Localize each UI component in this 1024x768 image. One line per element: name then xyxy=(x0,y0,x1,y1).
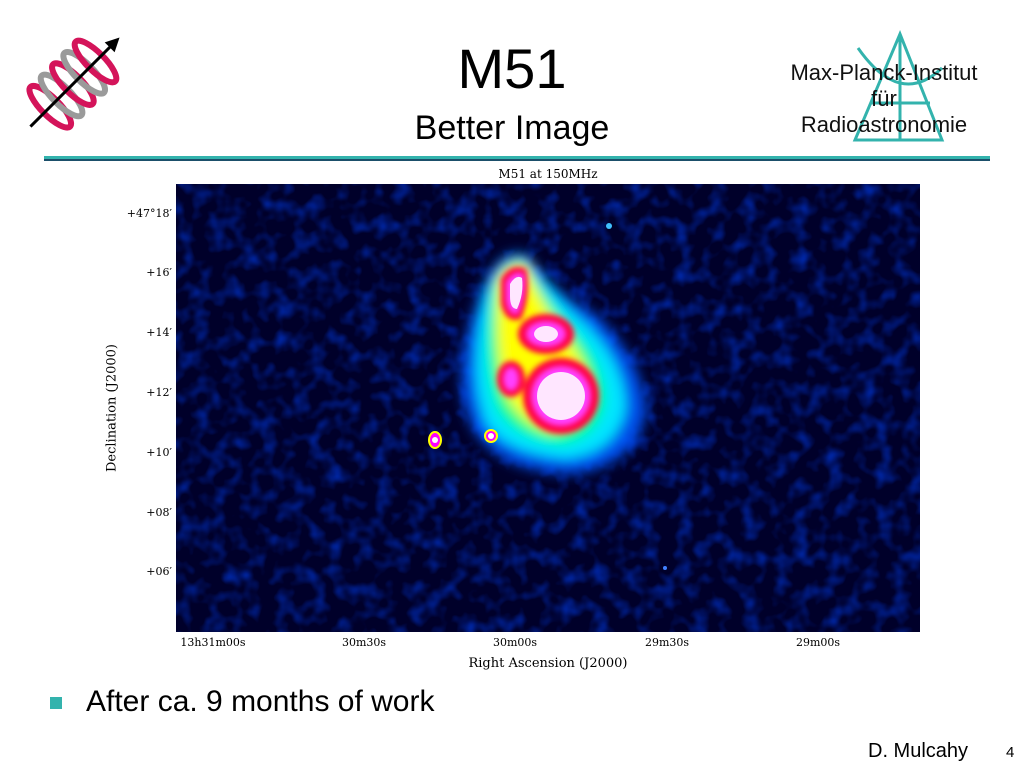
x-tick-label: 29m30s xyxy=(644,636,690,649)
title-divider xyxy=(44,156,990,159)
x-tick-label: 30m00s xyxy=(492,636,538,649)
y-tick-label: +10′ xyxy=(146,446,172,459)
y-axis-label: Declination (J2000) xyxy=(104,344,120,472)
institute-line1: Max-Planck-Institut xyxy=(790,60,978,85)
plot-title: M51 at 150MHz xyxy=(498,167,598,181)
institute-line2: für xyxy=(871,86,897,111)
bullet-text: After ca. 9 months of work xyxy=(86,685,435,718)
institute-name: Max-Planck-Institut für Radioastronomie xyxy=(760,60,1008,138)
x-tick-label: 29m00s xyxy=(795,636,841,649)
y-tick-label: +47°18′ xyxy=(126,207,172,220)
y-tick-label: +08′ xyxy=(146,506,172,519)
helix-arrow-logo-icon xyxy=(26,37,120,131)
author-name: D. Mulcahy xyxy=(868,740,969,762)
page-number: 4 xyxy=(1006,744,1015,761)
institute-line3: Radioastronomie xyxy=(800,112,968,137)
y-tick-label: +16′ xyxy=(146,266,172,279)
slide-subtitle: Better Image xyxy=(414,109,610,147)
title-divider-shadow xyxy=(44,159,990,161)
radio-map-image xyxy=(176,184,920,632)
bullet-marker-icon xyxy=(50,697,62,709)
y-tick-label: +12′ xyxy=(146,386,172,399)
slide-title: M51 xyxy=(457,37,567,100)
x-axis-label: Right Ascension (J2000) xyxy=(468,656,628,671)
y-tick-label: +14′ xyxy=(146,326,172,339)
x-tick-label: 30m30s xyxy=(341,636,387,649)
radio-telescope-logo-icon xyxy=(852,30,945,142)
y-tick-label: +06′ xyxy=(146,565,172,578)
x-tick-label: 13h31m00s xyxy=(180,636,246,649)
